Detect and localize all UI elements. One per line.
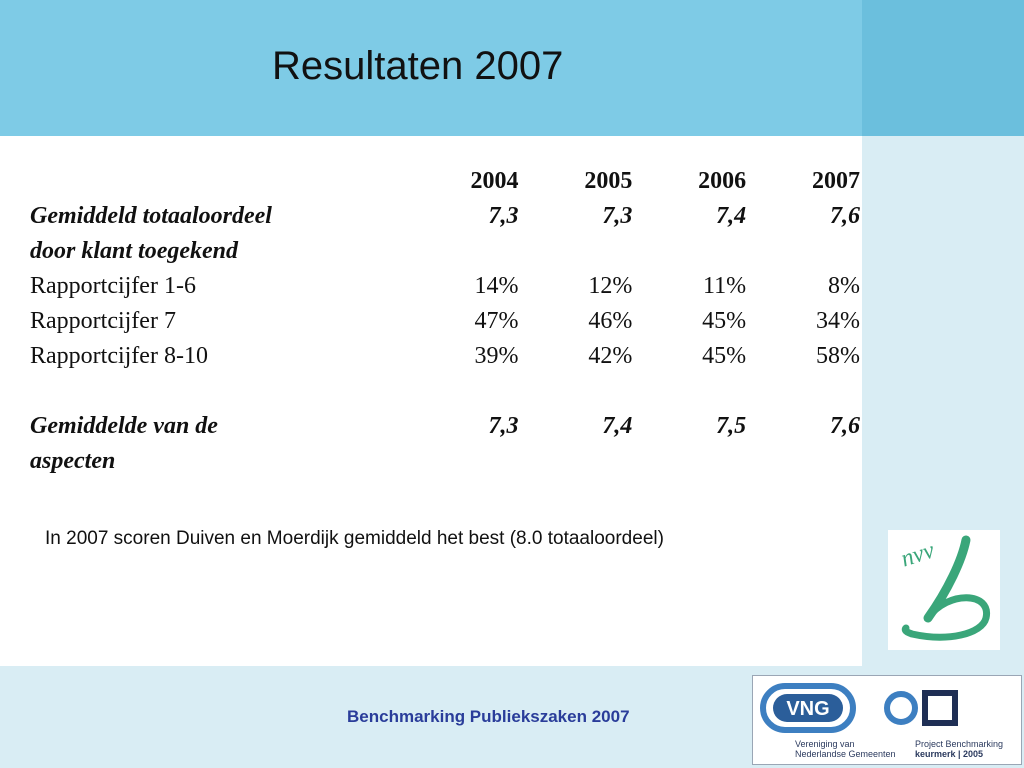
project-caption-line2: keurmerk | 2005 — [915, 749, 984, 759]
row-label: Rapportcijfer 8-10 — [30, 343, 208, 369]
row-label: Gemiddeld totaaloordeel door klant toege… — [30, 199, 405, 269]
table-cell: 11% — [703, 273, 747, 299]
nvvb-logo-bowl — [901, 594, 990, 641]
table-cell: 58% — [816, 343, 860, 369]
table-row: Rapportcijfer 7 47% 46% 45% 34% — [30, 304, 860, 339]
partner-logos-graphic: VNG — [760, 683, 958, 733]
header-band-corner — [862, 0, 1024, 136]
row-label: Gemiddelde van de aspecten — [30, 409, 405, 479]
footer-title: Benchmarking Publiekszaken 2007 — [347, 707, 630, 726]
table-cell: 14% — [474, 273, 519, 299]
table-cell: 45% — [702, 343, 747, 369]
table-cell: 8% — [828, 273, 860, 299]
row-label-line1: Gemiddelde van de — [30, 413, 218, 439]
vng-caption-line2: Nederlandse Gemeenten — [795, 749, 896, 759]
table-spacer — [30, 374, 860, 409]
table-row: Rapportcijfer 8-10 39% 42% 45% 58% — [30, 339, 860, 374]
table-cell: 7,3 — [488, 413, 519, 439]
project-logo-circle — [884, 691, 918, 725]
summary-note: In 2007 scoren Duiven en Moerdijk gemidd… — [45, 528, 664, 549]
table-row: Gemiddelde van de aspecten 7,3 7,4 7,5 7… — [30, 409, 860, 479]
table-cell: 45% — [702, 308, 747, 334]
slide-title: Resultaten 2007 — [272, 44, 564, 88]
table-cell: 7,5 — [716, 413, 747, 439]
vng-logo-text: VNG — [786, 698, 829, 720]
project-caption: Project Benchmarking keurmerk | 2005 — [915, 739, 1003, 759]
row-label-line2: door klant toegekend — [30, 238, 238, 264]
row-label: Rapportcijfer 7 — [30, 308, 176, 334]
table-cell: 7,4 — [716, 203, 747, 229]
nvvb-logo-text: nvv — [898, 537, 938, 572]
table-cell: 39% — [474, 343, 519, 369]
nvvb-logo-graphic: nvv — [898, 535, 990, 641]
table-cell: 7,4 — [602, 413, 633, 439]
table-cell: 7,3 — [488, 203, 519, 229]
table-cell: 12% — [588, 273, 633, 299]
table-cell: 34% — [816, 308, 860, 334]
project-logo-square — [922, 690, 958, 726]
table-cell: 7,3 — [602, 203, 633, 229]
table-header-row: 2004 2005 2006 2007 — [30, 164, 860, 199]
row-label: Rapportcijfer 1-6 — [30, 273, 196, 299]
vng-caption-line1: Vereniging van — [795, 739, 855, 749]
partner-logos: VNG Vereniging van Nederlandse Gemeenten… — [752, 675, 1022, 765]
table-cell: 46% — [588, 308, 633, 334]
year-header: 2005 — [584, 168, 633, 194]
project-caption-line1: Project Benchmarking — [915, 739, 1004, 749]
vng-logo-badge — [773, 694, 843, 722]
nvvb-logo: nvv — [888, 530, 1000, 650]
row-label-line2: aspecten — [30, 448, 116, 474]
row-label-line1: Gemiddeld totaaloordeel — [30, 203, 272, 229]
results-table: 2004 2005 2006 2007 Gemiddeld totaaloord… — [30, 164, 860, 479]
vng-logo-ring — [760, 683, 856, 733]
table-cell: 47% — [474, 308, 519, 334]
table-row: Gemiddeld totaaloordeel door klant toege… — [30, 199, 860, 269]
table-spacer-row — [30, 374, 860, 409]
header-band — [0, 0, 862, 136]
table-cell: 7,6 — [830, 413, 860, 439]
year-header: 2006 — [698, 168, 747, 194]
table-cell: 42% — [588, 343, 633, 369]
vng-caption: Vereniging van Nederlandse Gemeenten — [795, 739, 896, 759]
table-row: Rapportcijfer 1-6 14% 12% 11% 8% — [30, 269, 860, 304]
year-header: 2007 — [812, 168, 860, 194]
year-header: 2004 — [470, 168, 519, 194]
table-header-empty — [30, 164, 405, 199]
table-cell: 7,6 — [830, 203, 860, 229]
